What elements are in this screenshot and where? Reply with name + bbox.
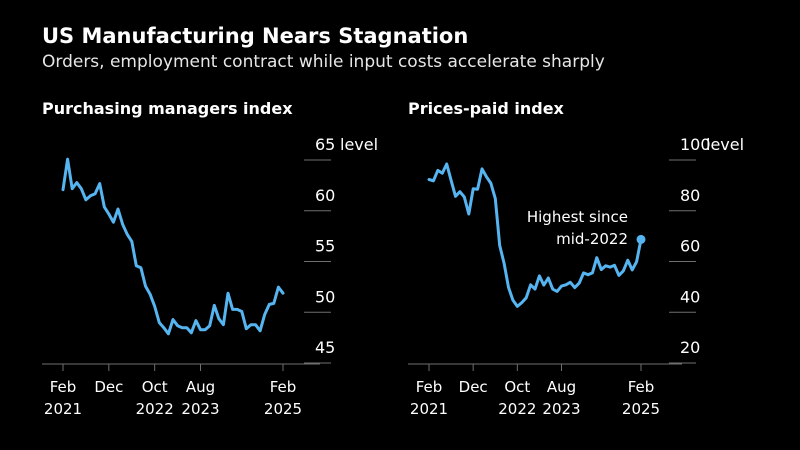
prices-series-line: [427, 162, 643, 308]
pmi-panel-title: Purchasing managers index: [42, 99, 293, 118]
prices-x-tick-year-0: 2021: [410, 400, 448, 418]
pmi-y-tick-65: 65: [315, 135, 335, 154]
prices-last-point-marker: [636, 234, 646, 244]
prices-annotation-line-1: mid-2022: [556, 230, 628, 248]
prices-x-tick-label-4: Feb: [628, 378, 655, 396]
pmi-y-tick-45: 45: [315, 338, 335, 357]
prices-x-tick-year-3: 2023: [542, 400, 580, 418]
pmi-x-tick-year-0: 2021: [44, 400, 82, 418]
prices-x-tick-label-0: Feb: [416, 378, 443, 396]
prices-y-tick-60: 60: [680, 237, 700, 256]
prices-x-tick-label-2: Oct: [504, 378, 530, 396]
pmi-y-tick-50: 50: [315, 287, 335, 306]
prices-annotation-line-0: Highest since: [527, 208, 628, 226]
pmi-series-line: [61, 157, 285, 336]
pmi-x-tick-label-4: Feb: [270, 378, 297, 396]
prices-y-unit-label: level: [706, 135, 744, 154]
prices-y-tick-100: 100: [680, 135, 711, 154]
pmi-x-tick-year-2: 2022: [136, 400, 174, 418]
chart-subtitle: Orders, employment contract while input …: [42, 52, 605, 72]
pmi-y-unit-label: level: [340, 135, 378, 154]
pmi-x-tick-label-3: Aug: [186, 378, 215, 396]
prices-x-tick-year-4: 2025: [622, 400, 660, 418]
pmi-x-tick-label-0: Feb: [50, 378, 77, 396]
prices-x-tick-label-1: Dec: [459, 378, 488, 396]
prices-x-tick-year-2: 2022: [498, 400, 536, 418]
prices-y-tick-80: 80: [680, 186, 700, 205]
pmi-y-tick-60: 60: [315, 186, 335, 205]
prices-y-tick-40: 40: [680, 287, 700, 306]
prices-y-tick-20: 20: [680, 338, 700, 357]
prices-panel-title: Prices-paid index: [408, 99, 564, 118]
pmi-x-tick-year-4: 2025: [264, 400, 302, 418]
pmi-y-tick-55: 55: [315, 237, 335, 256]
pmi-x-tick-label-2: Oct: [142, 378, 168, 396]
chart-title: US Manufacturing Nears Stagnation: [42, 24, 469, 48]
prices-x-tick-label-3: Aug: [547, 378, 576, 396]
pmi-x-tick-year-3: 2023: [181, 400, 219, 418]
pmi-x-tick-label-1: Dec: [94, 378, 123, 396]
